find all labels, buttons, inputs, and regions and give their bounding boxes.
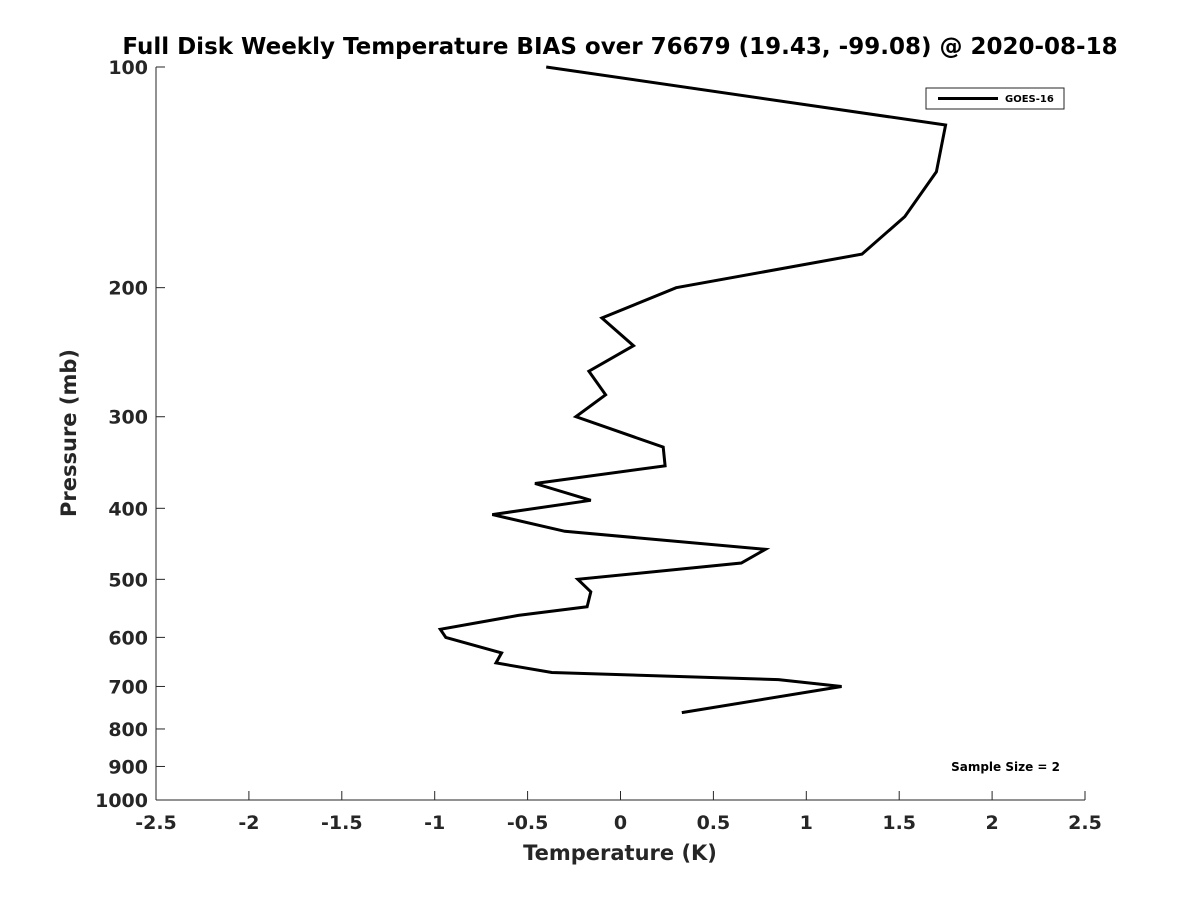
y-tick-label: 400 <box>108 498 148 520</box>
x-axis-label: Temperature (K) <box>523 841 717 865</box>
legend-label-goes-16: GOES-16 <box>1005 94 1054 105</box>
x-tick-label: -1.5 <box>321 812 363 834</box>
y-tick-label: 600 <box>108 627 148 649</box>
y-tick-label: 900 <box>108 756 148 778</box>
x-tick-label: 2 <box>985 812 998 834</box>
x-tick-label: 1 <box>800 812 813 834</box>
y-tick-label: 800 <box>108 719 148 741</box>
x-tick-label: -2 <box>238 812 259 834</box>
y-tick-label: 300 <box>108 407 148 429</box>
y-tick-label: 100 <box>108 57 148 79</box>
y-tick-label: 200 <box>108 278 148 300</box>
series-line-goes-16 <box>437 65 948 715</box>
x-tick-label: 0.5 <box>697 812 731 834</box>
chart-title: Full Disk Weekly Temperature BIAS over 7… <box>122 34 1117 60</box>
y-axis-label: Pressure (mb) <box>57 349 81 517</box>
y-tick-label: 1000 <box>95 790 148 812</box>
x-tick-label: -0.5 <box>507 812 549 834</box>
sample-size-annotation: Sample Size = 2 <box>951 760 1060 774</box>
y-tick-label: 700 <box>108 676 148 698</box>
y-tick-label: 500 <box>108 569 148 591</box>
y-axis-ticks: 100 200 300 400 500 600 700 800 900 1000 <box>95 57 165 812</box>
series-group <box>437 65 948 715</box>
x-tick-label: -1 <box>424 812 445 834</box>
x-tick-label: 0 <box>614 812 627 834</box>
x-tick-label: 1.5 <box>882 812 916 834</box>
x-axis-ticks: -2.5 -2 -1.5 -1 -0.5 0 0.5 1 1.5 2 2.5 <box>135 791 1102 834</box>
legend: GOES-16 <box>925 87 1065 110</box>
x-tick-label: 2.5 <box>1068 812 1102 834</box>
x-tick-label: -2.5 <box>135 812 177 834</box>
